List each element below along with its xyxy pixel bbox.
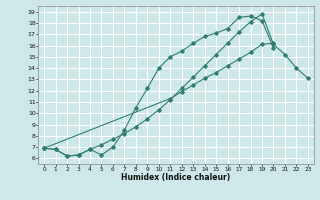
X-axis label: Humidex (Indice chaleur): Humidex (Indice chaleur) <box>121 173 231 182</box>
